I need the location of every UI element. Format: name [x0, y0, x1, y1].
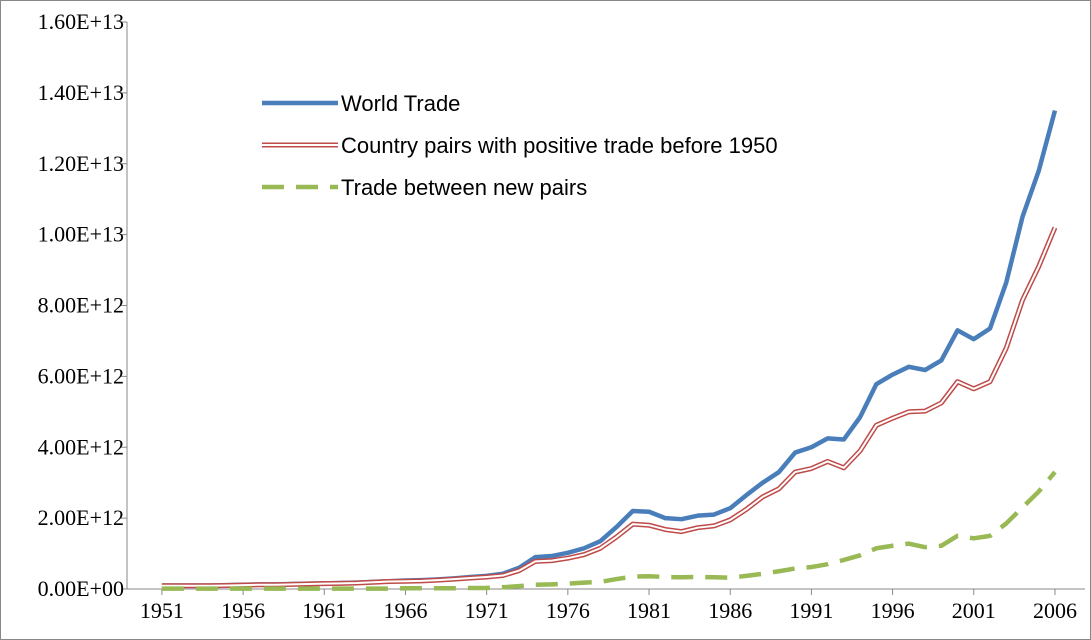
- x-tick-label: 1976: [546, 598, 590, 623]
- y-tick-label: 1.60E+13: [38, 9, 124, 34]
- x-tick-label: 1956: [221, 598, 265, 623]
- x-tick-label: 1951: [140, 598, 184, 623]
- legend-label: Trade between new pairs: [341, 175, 587, 200]
- x-tick-label: 2006: [1033, 598, 1077, 623]
- y-tick-label: 1.40E+13: [38, 80, 124, 105]
- legend-label: World Trade: [341, 91, 460, 116]
- y-tick-label: 8.00E+12: [38, 293, 124, 318]
- y-tick-label: 6.00E+12: [38, 363, 124, 388]
- x-tick-label: 1971: [465, 598, 509, 623]
- y-tick-label: 0.00E+00: [38, 576, 124, 601]
- x-tick-label: 1986: [708, 598, 752, 623]
- series-line-inner: [161, 227, 1056, 587]
- x-tick-label: 1961: [302, 598, 346, 623]
- x-tick-label: 1991: [789, 598, 833, 623]
- x-tick-label: 1996: [871, 598, 915, 623]
- x-tick-label: 2001: [952, 598, 996, 623]
- y-tick-label: 4.00E+12: [38, 434, 124, 459]
- series-line: [161, 470, 1057, 591]
- y-tick-label: 1.20E+13: [38, 151, 124, 176]
- legend-label: Country pairs with positive trade before…: [341, 133, 778, 158]
- y-tick-label: 2.00E+12: [38, 505, 124, 530]
- x-tick-label: 1981: [627, 598, 671, 623]
- y-tick-label: 1.00E+13: [38, 222, 124, 247]
- x-tick-label: 1966: [383, 598, 427, 623]
